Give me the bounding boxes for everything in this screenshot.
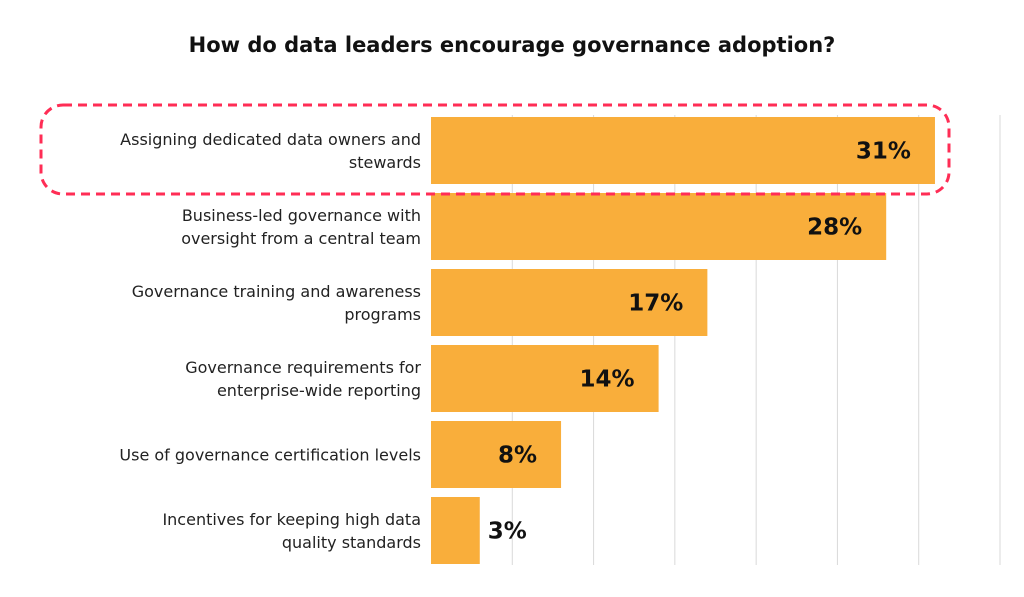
category-label: Use of governance certification levels [119, 446, 421, 465]
category-label: Business-led governance with oversight fr… [181, 206, 421, 248]
bar [431, 345, 659, 412]
chart-title: How do data leaders encourage governance… [189, 33, 836, 57]
value-label: 17% [628, 291, 683, 317]
highlight-box [39, 103, 951, 196]
bar [431, 193, 887, 260]
value-label: 3% [488, 519, 527, 545]
category-label: Assigning dedicated data owners and stewa… [120, 130, 421, 172]
bar [431, 269, 708, 336]
bar [431, 117, 935, 184]
bar [431, 497, 480, 564]
value-label: 8% [498, 443, 537, 469]
category-label: Governance requirements for enterprise-wi… [185, 358, 421, 400]
value-label: 31% [856, 139, 911, 165]
category-label: Governance training and awareness program… [132, 282, 421, 324]
value-label: 28% [807, 215, 862, 241]
category-label: Incentives for keeping high data quality … [162, 510, 421, 552]
bar [431, 421, 562, 488]
value-label: 14% [580, 367, 635, 393]
